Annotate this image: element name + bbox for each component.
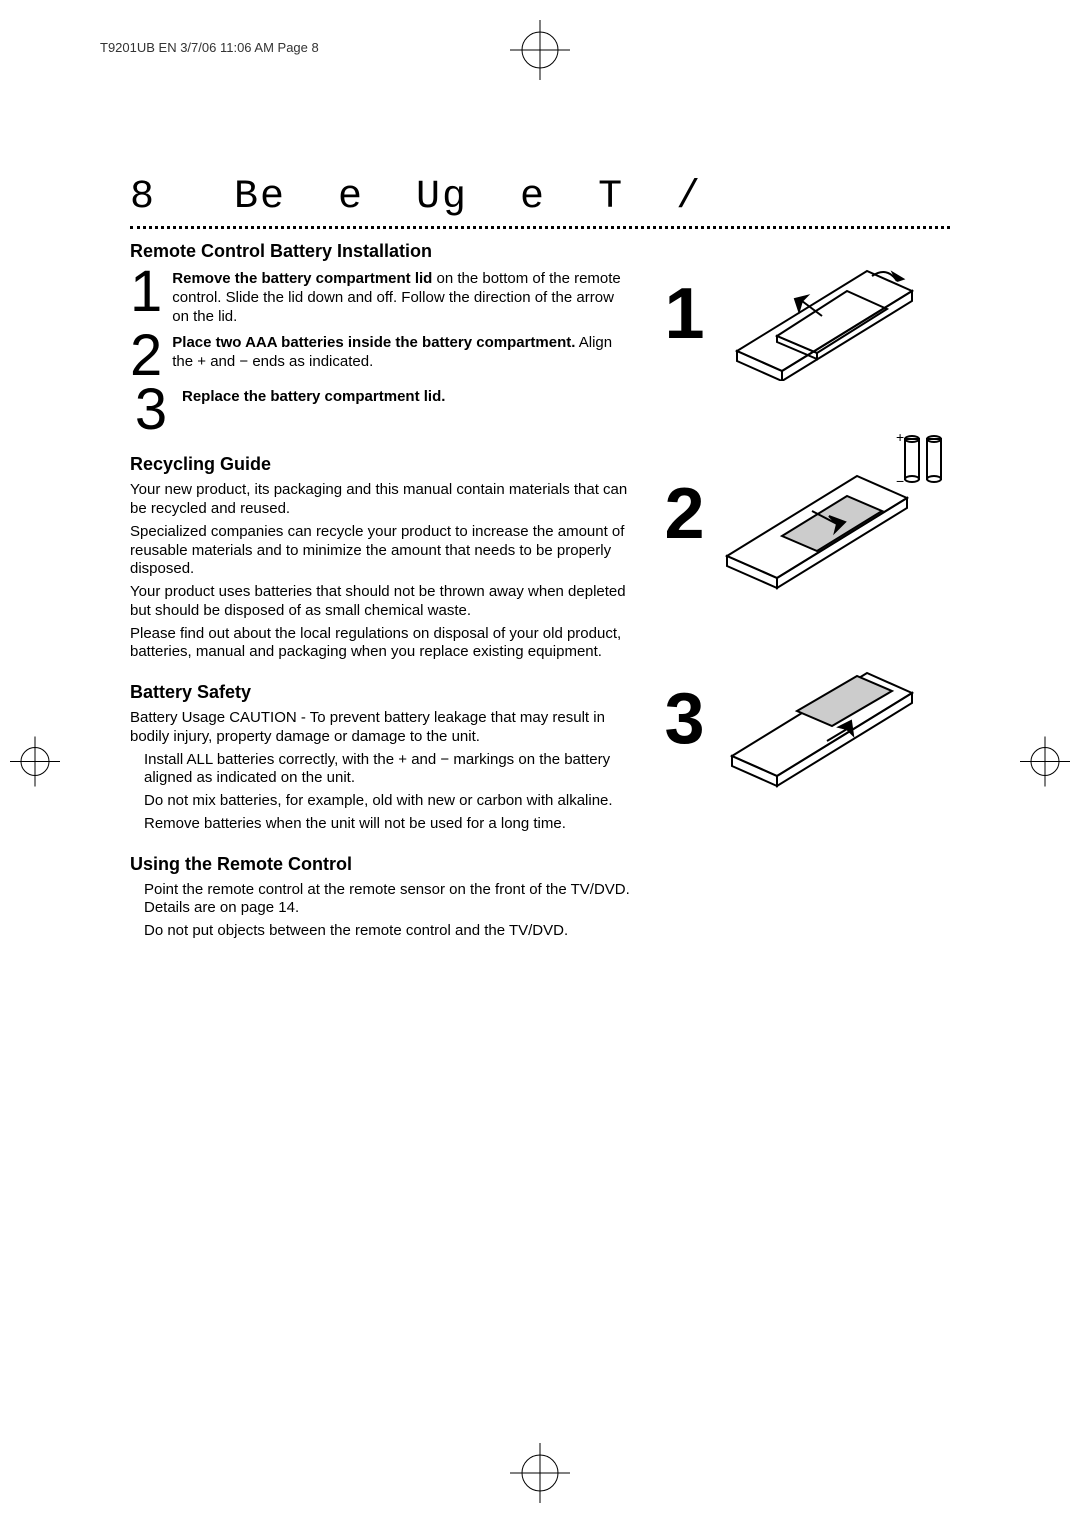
crop-mark-left [10,737,60,792]
section-title-remote: Remote Control Battery Installation [130,241,634,262]
crop-mark-bottom [510,1443,570,1508]
step-text: Place two AAA batteries inside the batte… [172,332,634,372]
body-text: Specialized companies can recycle your p… [130,523,634,579]
section-title-using-remote: Using the Remote Control [130,854,634,875]
section-title-battery-safety: Battery Safety [130,682,634,703]
figure-1: 1 [664,241,950,386]
step-row-1: 1 Remove the battery compartment lid on … [130,268,634,326]
svg-text:−: − [896,473,904,489]
svg-text:+: + [896,429,904,445]
bullet-text: Point the remote control at the remote s… [144,881,634,919]
figure-3: 3 [664,641,950,796]
step-bold: Place two AAA batteries inside the batte… [172,334,575,351]
remote-lid-remove-illustration [717,241,951,386]
bullet-text: Do not put objects between the remote co… [144,922,634,941]
bullet-text: Remove batteries when the unit will not … [144,815,634,834]
body-text: Battery Usage CAUTION - To prevent batte… [130,709,634,747]
body-text: Your product uses batteries that should … [130,583,634,621]
dotted-rule [130,226,950,229]
step-row-3: 3 Replace the battery compartment lid. [130,386,634,434]
section-title-recycling: Recycling Guide [130,454,634,475]
chapter-title: 8 Be e Ug e T / [130,175,950,220]
bullet-text: Install ALL batteries correctly, with th… [144,751,634,789]
remote-insert-batteries-illustration: + − − + [717,426,951,601]
bullet-text: Do not mix batteries, for example, old w… [144,792,634,811]
figure-number: 1 [664,273,704,355]
figure-2: 2 [664,426,950,601]
step-number: 3 [130,386,172,434]
print-page-info: T9201UB EN 3/7/06 11:06 AM Page 8 [100,40,319,55]
body-text: Please find out about the local regulati… [130,625,634,663]
body-text: Your new product, its packaging and this… [130,481,634,519]
step-number: 1 [130,268,162,316]
step-row-2: 2 Place two AAA batteries inside the bat… [130,332,634,380]
figure-number: 2 [664,473,704,555]
crop-mark-top [510,20,570,85]
figure-number: 3 [664,678,704,760]
remote-lid-replace-illustration [717,641,951,796]
page-content: 8 Be e Ug e T / Remote Control Battery I… [130,175,950,945]
step-text: Replace the battery compartment lid. [182,386,445,407]
step-number: 2 [130,332,162,380]
crop-mark-right [1020,737,1070,792]
step-bold: Replace the battery compartment lid. [182,388,445,405]
step-text: Remove the battery compartment lid on th… [172,268,634,326]
step-bold: Remove the battery compartment lid [172,270,432,287]
